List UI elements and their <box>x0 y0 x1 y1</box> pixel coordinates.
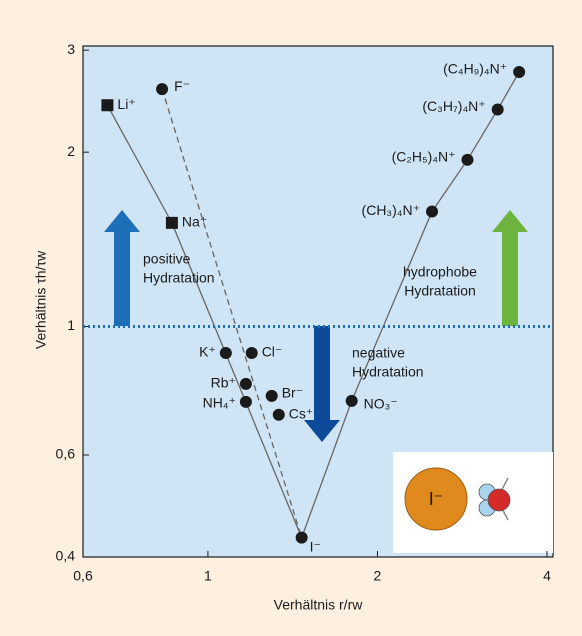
point <box>461 154 473 166</box>
point-label: I⁻ <box>310 538 321 554</box>
point <box>426 205 438 217</box>
oxygen-atom <box>488 489 510 511</box>
point <box>273 409 285 421</box>
annotation: Hydratation <box>352 364 424 380</box>
y-tick-label: 3 <box>67 41 75 57</box>
y-tick-label: 0,4 <box>56 548 76 564</box>
y-tick-label: 0,6 <box>56 446 76 462</box>
x-tick-label: 0,6 <box>73 568 93 584</box>
point-label: F⁻ <box>174 78 190 94</box>
annotation: hydrophobe <box>403 264 477 280</box>
point <box>240 378 252 390</box>
point-label: Cl⁻ <box>262 344 283 360</box>
annotation: negative <box>352 345 405 361</box>
x-tick-label: 4 <box>543 568 551 584</box>
point <box>220 347 232 359</box>
x-tick-label: 2 <box>374 568 382 584</box>
point <box>513 66 525 78</box>
point <box>266 390 278 402</box>
chart: I⁻ Verhältnis r/rw Verhältnis τh/τw 0,6 1… <box>0 0 582 636</box>
point-label: K⁺ <box>199 344 216 360</box>
inset-label: I⁻ <box>429 489 444 509</box>
point-label: Cs⁺ <box>289 406 314 422</box>
x-tick-label: 1 <box>204 568 212 584</box>
point-label: (C₄H₉)₄N⁺ <box>443 61 507 77</box>
point-label: Li⁺ <box>117 96 135 112</box>
annotation: positive <box>143 251 191 267</box>
point-label: (C₂H₅)₄N⁺ <box>392 149 456 165</box>
point-label: (C₃H₇)₄N⁺ <box>422 98 485 114</box>
point-label: Na⁺ <box>182 214 207 230</box>
x-axis-label: Verhältnis r/rw <box>274 597 364 613</box>
point <box>246 347 258 359</box>
y-tick-label: 2 <box>67 143 75 159</box>
page: I⁻ Verhältnis r/rw Verhältnis τh/τw 0,6 1… <box>0 0 582 636</box>
y-tick-label: 1 <box>67 317 75 333</box>
point <box>101 99 113 111</box>
point-label: NO₃⁻ <box>364 396 398 412</box>
point-label: (CH₃)₄N⁺ <box>362 202 420 218</box>
point-label: NH₄⁺ <box>203 395 236 411</box>
point-label: Rb⁺ <box>211 375 236 391</box>
point <box>296 532 308 544</box>
point <box>346 395 358 407</box>
point <box>492 103 504 115</box>
y-axis-label: Verhältnis τh/τw <box>33 250 49 349</box>
annotation: Hydratation <box>404 283 476 299</box>
point <box>156 83 168 95</box>
point <box>240 396 252 408</box>
point-label: Br⁻ <box>282 385 303 401</box>
point <box>166 217 178 229</box>
annotation: Hydratation <box>143 270 215 286</box>
